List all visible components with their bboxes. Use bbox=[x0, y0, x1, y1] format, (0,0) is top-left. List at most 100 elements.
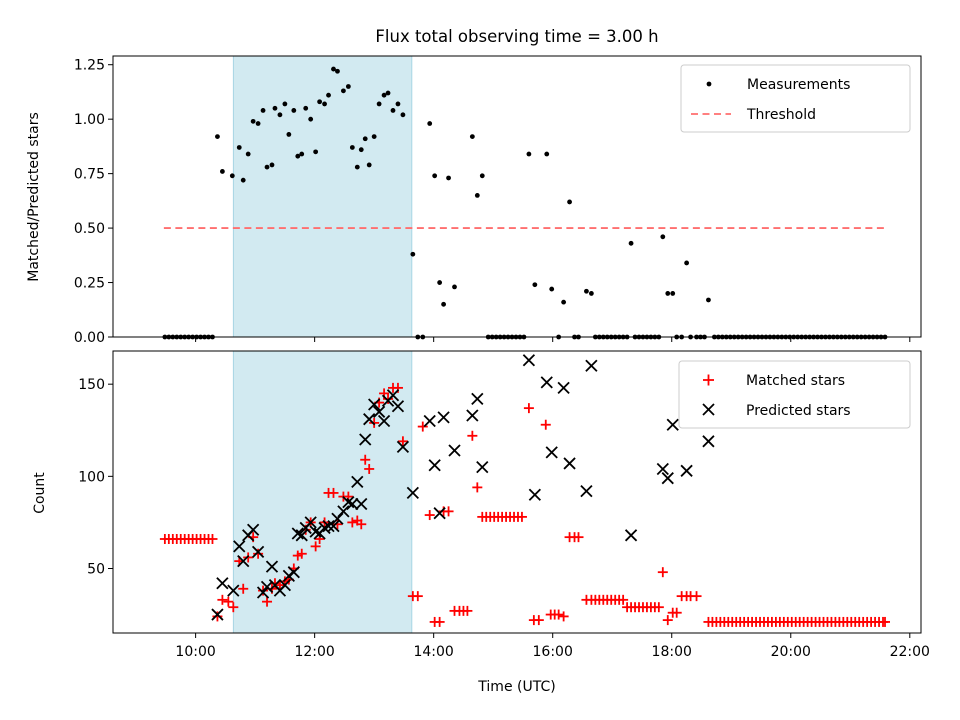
matched-star-point bbox=[217, 594, 228, 605]
measurement-point bbox=[303, 105, 309, 111]
matched-star-point bbox=[653, 602, 664, 613]
top-y-tick-label: 0.25 bbox=[74, 276, 105, 292]
matched-star-point bbox=[540, 419, 551, 430]
matched-star-point bbox=[310, 541, 321, 552]
top-legend: Measurements Threshold bbox=[680, 64, 911, 133]
predicted-star-point bbox=[580, 484, 593, 498]
measurement-point bbox=[269, 162, 275, 168]
predicted-star-point bbox=[372, 405, 386, 418]
legend-threshold-label: Threshold bbox=[746, 107, 816, 123]
predicted-star-point bbox=[433, 507, 446, 520]
predicted-star-point bbox=[251, 545, 265, 559]
matched-star-point bbox=[472, 482, 483, 493]
bottom-x-axis: 10:00 12:00 14:00 16:00 18:00 20:00 22:00 bbox=[175, 633, 930, 660]
matched-star-point bbox=[383, 393, 394, 404]
predicted-star-point bbox=[377, 414, 391, 428]
matched-star-point bbox=[657, 567, 668, 578]
bottom-x-tick-label: 12:00 bbox=[294, 644, 334, 660]
predicted-star-point bbox=[227, 584, 240, 597]
predicted-star-point bbox=[247, 523, 260, 536]
measurement-point bbox=[706, 297, 711, 303]
legend-matched-label: Matched stars bbox=[746, 373, 845, 389]
measurement-point bbox=[345, 84, 351, 89]
predicted-star-point bbox=[545, 446, 558, 459]
predicted-star-point bbox=[702, 435, 715, 448]
measurement-point bbox=[588, 291, 594, 296]
matched-star-point bbox=[553, 609, 564, 620]
predicted-star-point bbox=[237, 554, 250, 568]
legend-measurements-label: Measurements bbox=[747, 77, 850, 93]
matched-star-point bbox=[880, 616, 890, 627]
measurement-point bbox=[549, 286, 555, 292]
top-y-tick-label: 1.25 bbox=[74, 58, 105, 74]
measurement-point bbox=[684, 260, 690, 266]
measurement-point bbox=[628, 240, 634, 246]
measurement-point bbox=[381, 92, 387, 98]
measurement-point bbox=[317, 99, 323, 105]
measurement-point bbox=[479, 173, 485, 179]
predicted-star-point bbox=[666, 418, 679, 431]
matched-star-point bbox=[212, 611, 223, 622]
measurement-point bbox=[584, 288, 589, 294]
bottom-x-tick-label: 10:00 bbox=[175, 644, 215, 660]
measurement-point bbox=[526, 151, 532, 157]
top-panel: 0.00 0.25 0.50 0.75 1.00 1.25 Matched/Predict… bbox=[26, 55, 922, 346]
measurement-point bbox=[326, 92, 331, 98]
bottom-panel: 50 100 150 10:00 12:00 14:00 16:00 18:00 20:00 2… bbox=[32, 350, 930, 695]
bottom-points-group bbox=[159, 354, 890, 627]
predicted-star-point bbox=[309, 525, 322, 538]
matched-star-point bbox=[328, 487, 339, 498]
predicted-star-point bbox=[346, 497, 359, 511]
top-y-tick-label: 0.00 bbox=[74, 330, 105, 346]
measurement-point bbox=[313, 149, 319, 155]
predicted-star-point bbox=[391, 400, 405, 413]
matched-star-point bbox=[364, 463, 375, 474]
measurement-point bbox=[245, 151, 251, 157]
top-y-tick-label: 0.50 bbox=[74, 221, 105, 237]
matched-star-point bbox=[516, 511, 527, 522]
predicted-star-point bbox=[291, 527, 304, 540]
measurement-point bbox=[390, 108, 396, 113]
predicted-star-point bbox=[216, 577, 229, 590]
measurement-point bbox=[544, 151, 550, 157]
measurement-point bbox=[331, 66, 336, 72]
predicted-star-point bbox=[528, 488, 541, 501]
measurement-point bbox=[219, 169, 225, 174]
bottom-y-tick-label: 150 bbox=[78, 377, 105, 393]
measurement-point bbox=[255, 121, 261, 126]
predicted-star-point bbox=[282, 569, 295, 582]
matched-star-point bbox=[360, 454, 371, 465]
predicted-star-point bbox=[327, 519, 340, 533]
predicted-star-point bbox=[661, 472, 674, 485]
matched-star-point bbox=[412, 591, 423, 602]
measurement-point bbox=[474, 193, 480, 198]
predicted-star-point bbox=[256, 586, 270, 599]
matched-star-point bbox=[434, 616, 445, 627]
matched-star-point bbox=[347, 517, 358, 528]
matched-star-point bbox=[462, 605, 473, 616]
predicted-star-point bbox=[295, 529, 308, 542]
matched-star-point bbox=[558, 611, 569, 622]
matched-star-point bbox=[691, 591, 702, 602]
measurement-point bbox=[437, 280, 443, 285]
predicted-star-point bbox=[396, 440, 410, 453]
top-legend-box bbox=[680, 64, 911, 133]
measurement-point bbox=[282, 101, 288, 107]
predicted-star-point bbox=[331, 512, 344, 525]
measurement-point bbox=[295, 153, 301, 159]
predicted-star-point bbox=[656, 462, 669, 476]
predicted-star-point bbox=[211, 608, 224, 621]
predicted-star-point bbox=[342, 496, 355, 509]
measurement-point bbox=[215, 134, 220, 139]
top-y-axis-label: Matched/Predicted stars bbox=[26, 112, 42, 282]
matched-star-point bbox=[243, 552, 254, 563]
measurement-point bbox=[362, 136, 368, 142]
measurement-point bbox=[446, 175, 451, 181]
matched-star-point bbox=[443, 506, 454, 517]
matched-star-point bbox=[356, 519, 367, 530]
matched-star-point bbox=[207, 534, 218, 544]
predicted-star-point bbox=[563, 457, 576, 470]
matched-star-point bbox=[369, 417, 380, 428]
measurement-point bbox=[299, 151, 305, 157]
